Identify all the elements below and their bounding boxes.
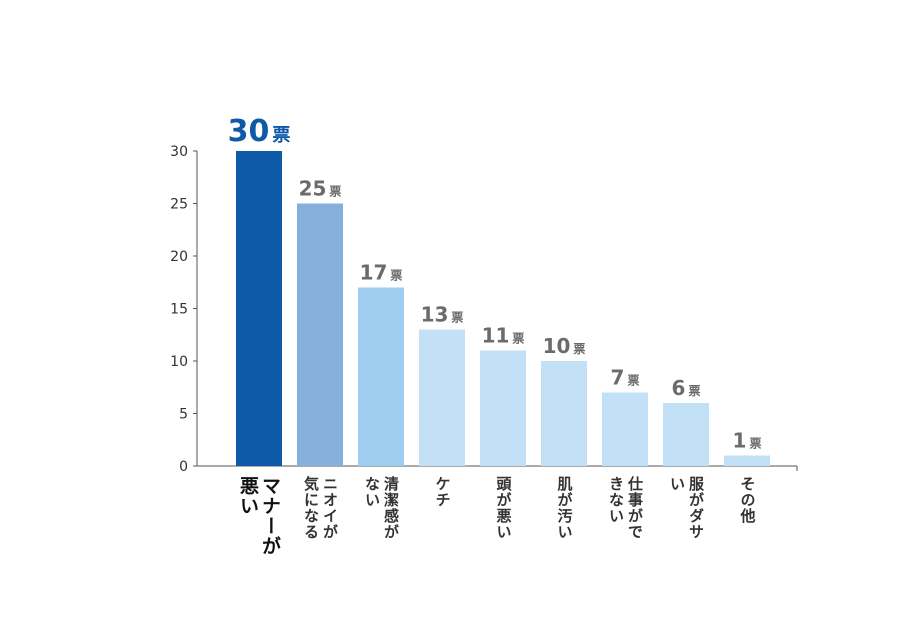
bar <box>541 361 587 466</box>
x-tick-label: 清潔感がない <box>363 476 400 540</box>
x-tick-label: 服がダサい <box>668 476 705 540</box>
value-label: 30 票 <box>228 114 291 149</box>
y-tick-label: 10 <box>170 354 188 370</box>
x-tick-label: マナーが悪い <box>237 476 281 556</box>
bar <box>724 455 770 466</box>
y-tick-label: 25 <box>170 197 188 213</box>
y-tick-label: 20 <box>170 249 188 265</box>
bar <box>358 287 404 466</box>
x-tick-label: その他 <box>738 476 757 524</box>
y-tick-label: 15 <box>170 302 188 318</box>
y-tick-label: 5 <box>179 407 188 423</box>
value-label: 10 票 <box>543 334 586 358</box>
bar <box>419 329 465 466</box>
x-tick-label: 肌が汚い <box>555 476 574 540</box>
bar <box>480 350 526 466</box>
bar <box>602 392 648 466</box>
value-label: 11 票 <box>482 324 525 348</box>
x-tick-label: ケチ <box>433 476 452 508</box>
bar <box>297 203 343 466</box>
value-label: 25 票 <box>299 177 342 201</box>
bar <box>663 403 709 466</box>
value-label: 13 票 <box>421 303 464 327</box>
bar <box>236 151 282 466</box>
x-tick-label: 仕事ができない <box>607 476 644 540</box>
y-tick-label: 0 <box>179 459 188 475</box>
y-tick-label: 30 <box>170 144 188 160</box>
value-label: 17 票 <box>360 261 403 285</box>
x-tick-label: 頭が悪い <box>494 476 513 540</box>
x-tick-label: ニオイが気になる <box>302 476 339 540</box>
